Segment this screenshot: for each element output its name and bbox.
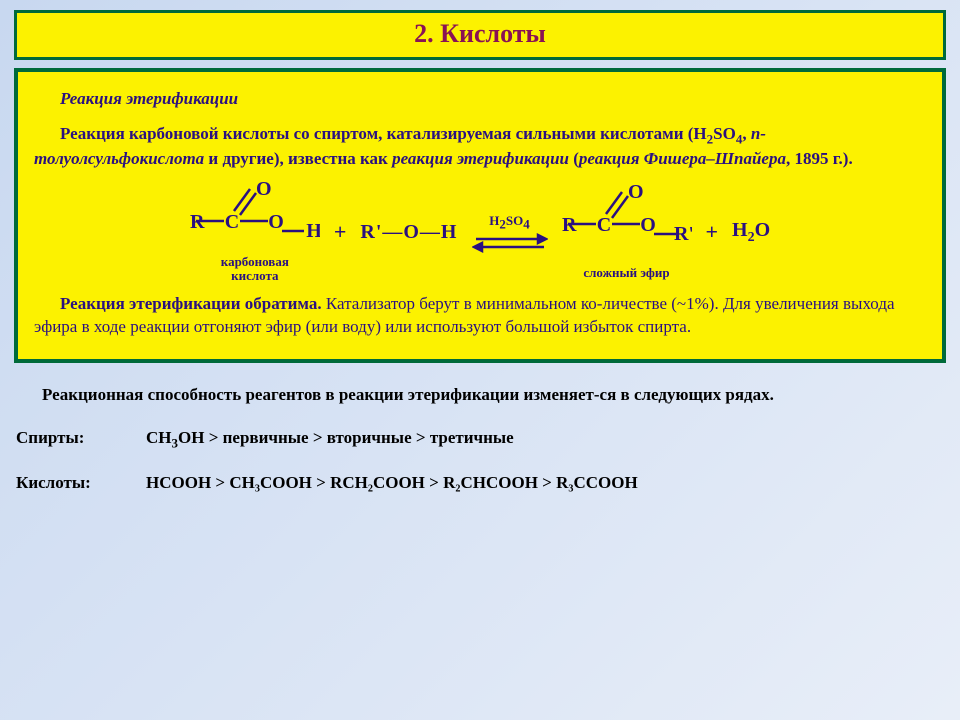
highlight-box: Реакция этерификации Реакция карбоновой … (14, 68, 946, 363)
p1-em2: реакция Фишера–Шпайера (579, 149, 786, 168)
acid-label-l1: карбоновая (221, 254, 289, 269)
reactivity-acids-row: Кислоты: HCOOH > CH₃COOH > RCH₂COOH > R₂… (16, 471, 944, 496)
water-sub: 2 (748, 230, 755, 245)
svg-text:O: O (256, 181, 272, 200)
acid-label: карбоновая кислота (221, 255, 289, 284)
alcohols-label: Спирты: (16, 426, 146, 451)
plus-icon-2: + (706, 217, 719, 247)
p1-mid3: и другие), известна как (204, 149, 392, 168)
cat-h: H (489, 213, 499, 228)
box-paragraph-1: Реакция карбоновой кислоты со спиртом, к… (34, 123, 926, 171)
cat-so: SO (506, 213, 523, 228)
water-o: O (755, 219, 771, 241)
water: H2O (732, 217, 770, 248)
svg-text:R': R' (674, 223, 692, 245)
acids-order: HCOOH > CH₃COOH > RCH₂COOH > R₂CHCOOH > … (146, 471, 638, 496)
equilibrium-arrow: H2SO4 (472, 212, 548, 253)
reactivity-alcohols-row: Спирты: CH3OH > первичные > вторичные > … (16, 426, 944, 453)
svg-text:H: H (306, 220, 320, 242)
alcohols-order: CH3OH > первичные > вторичные > третичны… (146, 426, 514, 453)
p1-prefix: Реакция карбоновой кислоты со спиртом, к… (60, 124, 707, 143)
lower-block: Реакционная способность реагентов в реак… (14, 371, 946, 504)
ester-structure: R C O O R' сложный эфир (562, 184, 692, 280)
svg-text:O: O (628, 184, 644, 203)
svg-text:O: O (640, 214, 656, 236)
slide-title: 2. Кислоты (14, 10, 946, 60)
plus-icon: + (334, 217, 347, 247)
acid-label-l2: кислота (231, 268, 278, 283)
ester-label: сложный эфир (583, 266, 669, 280)
alcohol-structure: R'—O—H (360, 219, 457, 246)
cat-s2: 4 (523, 216, 530, 231)
p1-mid2: , (742, 124, 751, 143)
carboxylic-acid-structure: R C O O H карбоновая кислота (190, 181, 320, 284)
r1-pre: CH (146, 428, 172, 447)
box-paragraph-2: Реакция этерификации обратима. Катализат… (34, 293, 926, 339)
svg-text:C: C (596, 214, 610, 236)
svg-text:C: C (225, 211, 239, 233)
p1-em1: реакция этерификации (392, 149, 569, 168)
svg-text:R: R (190, 211, 205, 233)
box-heading: Реакция этерификации (34, 88, 926, 111)
reaction-scheme: R C O O H карбоновая кислота + R'—O—H H2… (34, 181, 926, 284)
p1-tail: , 1895 г.). (786, 149, 853, 168)
catalyst-label: H2SO4 (489, 212, 529, 233)
water-h: H (732, 219, 748, 241)
p2-a: Реакция этерификации обратима. (60, 294, 322, 313)
p1-mid4: ( (569, 149, 579, 168)
slide: 2. Кислоты Реакция этерификации Реакция … (0, 0, 960, 720)
acids-label: Кислоты: (16, 471, 146, 496)
r1-post: OH > первичные > вторичные > третичные (178, 428, 514, 447)
reactivity-intro: Реакционная способность реагентов в реак… (16, 383, 944, 408)
p1-mid1: SO (713, 124, 736, 143)
svg-text:R: R (562, 214, 577, 236)
svg-text:O: O (268, 211, 284, 233)
